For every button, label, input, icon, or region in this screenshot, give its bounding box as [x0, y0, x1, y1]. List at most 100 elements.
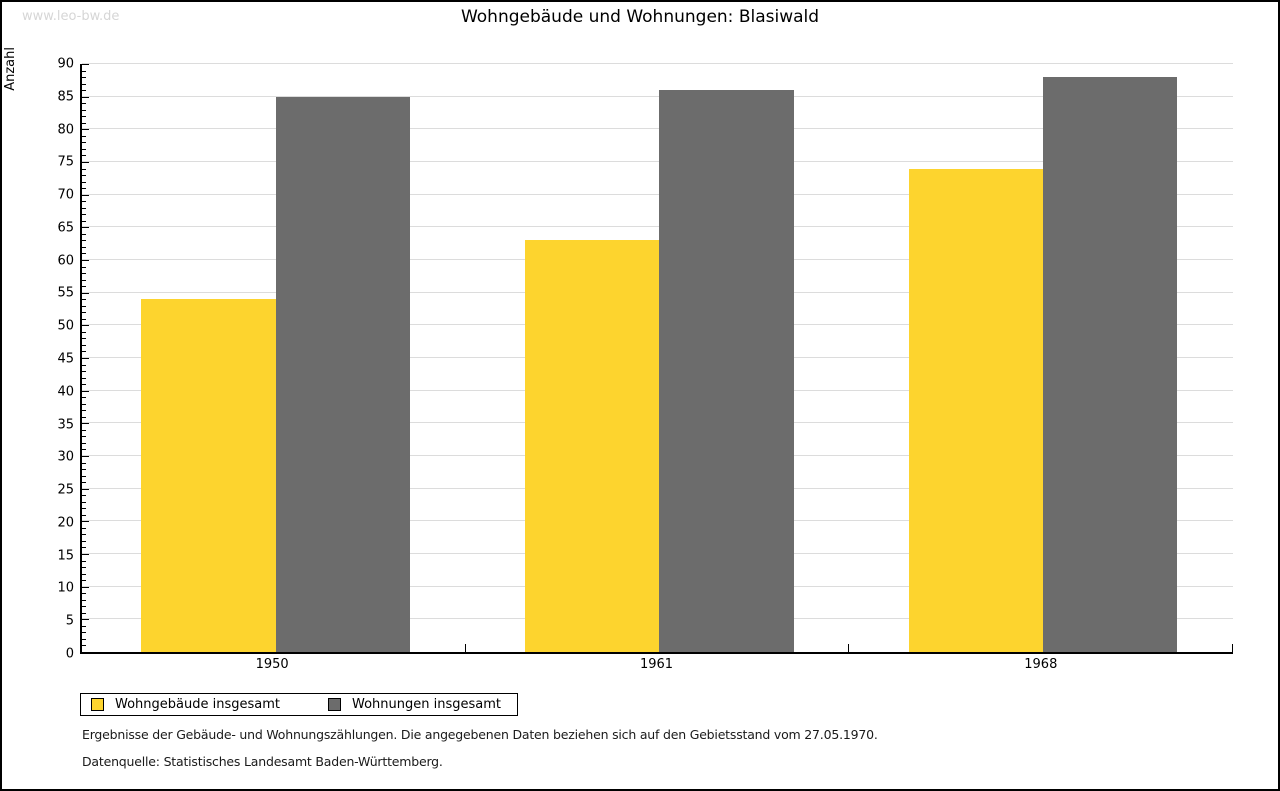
y-major-tick: [82, 325, 89, 327]
gridline: [82, 128, 1233, 130]
bar-group-1961: [466, 64, 850, 652]
y-minor-tick: [82, 240, 86, 242]
y-minor-tick: [82, 233, 86, 235]
y-minor-tick: [82, 377, 86, 379]
y-tick-label: 70: [57, 187, 74, 203]
x-axis-category-labels: 1950 1961 1968: [80, 657, 1233, 675]
y-tick-label: 50: [57, 318, 74, 334]
y-minor-tick: [82, 305, 86, 307]
y-minor-tick: [82, 436, 86, 438]
y-minor-tick: [82, 331, 86, 333]
y-minor-tick: [82, 371, 86, 373]
y-tick-label: 20: [57, 515, 74, 531]
y-minor-tick: [82, 442, 86, 444]
legend-swatch-gray: [328, 698, 341, 711]
footnotes: Ergebnisse der Gebäude- und Wohnungszähl…: [82, 727, 878, 781]
y-tick-label: 85: [57, 89, 74, 105]
y-minor-tick: [82, 148, 86, 150]
y-minor-tick: [82, 429, 86, 431]
bar-1968-series-0: [908, 168, 1044, 652]
bar-1968-series-1: [1043, 77, 1178, 652]
y-minor-tick: [82, 567, 86, 569]
y-minor-tick: [82, 70, 86, 72]
footnote-line-2: Datenquelle: Statistisches Landesamt Bad…: [82, 754, 443, 769]
bar-group-1950: [82, 64, 466, 652]
y-axis-tick-labels: 0 5 10 15 20 25 30 35 40 45 50 55 60 65 70 75 80 85 90: [40, 57, 74, 662]
y-major-tick: [82, 456, 89, 458]
y-minor-tick: [82, 384, 86, 386]
y-minor-tick: [82, 201, 86, 203]
y-minor-tick: [82, 638, 86, 640]
y-minor-tick: [82, 540, 86, 542]
y-major-tick: [82, 129, 89, 131]
y-minor-tick: [82, 77, 86, 79]
y-axis-title: Anzahl: [3, 47, 18, 91]
y-minor-tick: [82, 188, 86, 190]
y-minor-tick: [82, 599, 86, 601]
y-minor-tick: [82, 351, 86, 353]
y-minor-tick: [82, 645, 86, 647]
y-minor-tick: [82, 318, 86, 320]
y-tick-label: 65: [57, 220, 74, 236]
y-minor-tick: [82, 397, 86, 399]
y-tick-label: 35: [57, 417, 74, 433]
y-minor-tick: [82, 560, 86, 562]
gridline: [82, 63, 1233, 64]
y-tick-label: 30: [57, 449, 74, 465]
x-boundary-tick: [848, 644, 850, 652]
y-minor-tick: [82, 534, 86, 536]
y-tick-label: 5: [65, 613, 74, 629]
y-minor-tick: [82, 338, 86, 340]
y-tick-label: 75: [57, 154, 74, 170]
y-minor-tick: [82, 135, 86, 137]
y-tick-label: 60: [57, 253, 74, 269]
bar-group-1968: [849, 64, 1233, 652]
y-minor-tick: [82, 606, 86, 608]
y-tick-label: 40: [57, 384, 74, 400]
y-minor-tick: [82, 612, 86, 614]
y-major-tick: [82, 554, 89, 556]
gridline: [82, 95, 1233, 97]
y-minor-tick: [82, 168, 86, 170]
y-minor-tick: [82, 508, 86, 510]
y-major-tick: [82, 96, 89, 98]
y-tick-label: 45: [57, 351, 74, 367]
y-minor-tick: [82, 580, 86, 582]
y-minor-tick: [82, 495, 86, 497]
y-minor-tick: [82, 175, 86, 177]
y-tick-label: 10: [57, 580, 74, 596]
y-major-tick: [82, 260, 89, 262]
y-minor-tick: [82, 312, 86, 314]
y-major-tick: [82, 652, 89, 653]
y-minor-tick: [82, 625, 86, 627]
y-minor-tick: [82, 214, 86, 216]
y-minor-tick: [82, 416, 86, 418]
x-category-label: 1968: [1024, 657, 1058, 672]
y-minor-tick: [82, 527, 86, 529]
y-major-tick: [82, 586, 89, 588]
y-minor-tick: [82, 469, 86, 471]
y-major-tick: [82, 521, 89, 523]
y-major-tick: [82, 292, 89, 294]
y-minor-tick: [82, 482, 86, 484]
watermark-text: www.leo-bw.de: [22, 9, 120, 24]
y-minor-tick: [82, 364, 86, 366]
x-boundary-tick: [1232, 644, 1233, 652]
y-minor-tick: [82, 109, 86, 111]
y-major-tick: [82, 194, 89, 196]
y-minor-tick: [82, 83, 86, 85]
y-minor-tick: [82, 475, 86, 477]
bar-1950-series-1: [275, 96, 410, 652]
y-minor-tick: [82, 593, 86, 595]
y-minor-tick: [82, 501, 86, 503]
y-major-tick: [82, 619, 89, 621]
y-minor-tick: [82, 103, 86, 105]
y-major-tick: [82, 358, 89, 359]
y-minor-tick: [82, 116, 86, 118]
gridline: [82, 193, 1233, 195]
y-minor-tick: [82, 403, 86, 405]
x-boundary-tick: [464, 644, 466, 652]
y-major-tick: [82, 423, 89, 425]
y-major-tick: [82, 390, 89, 392]
y-tick-label: 15: [57, 548, 74, 564]
